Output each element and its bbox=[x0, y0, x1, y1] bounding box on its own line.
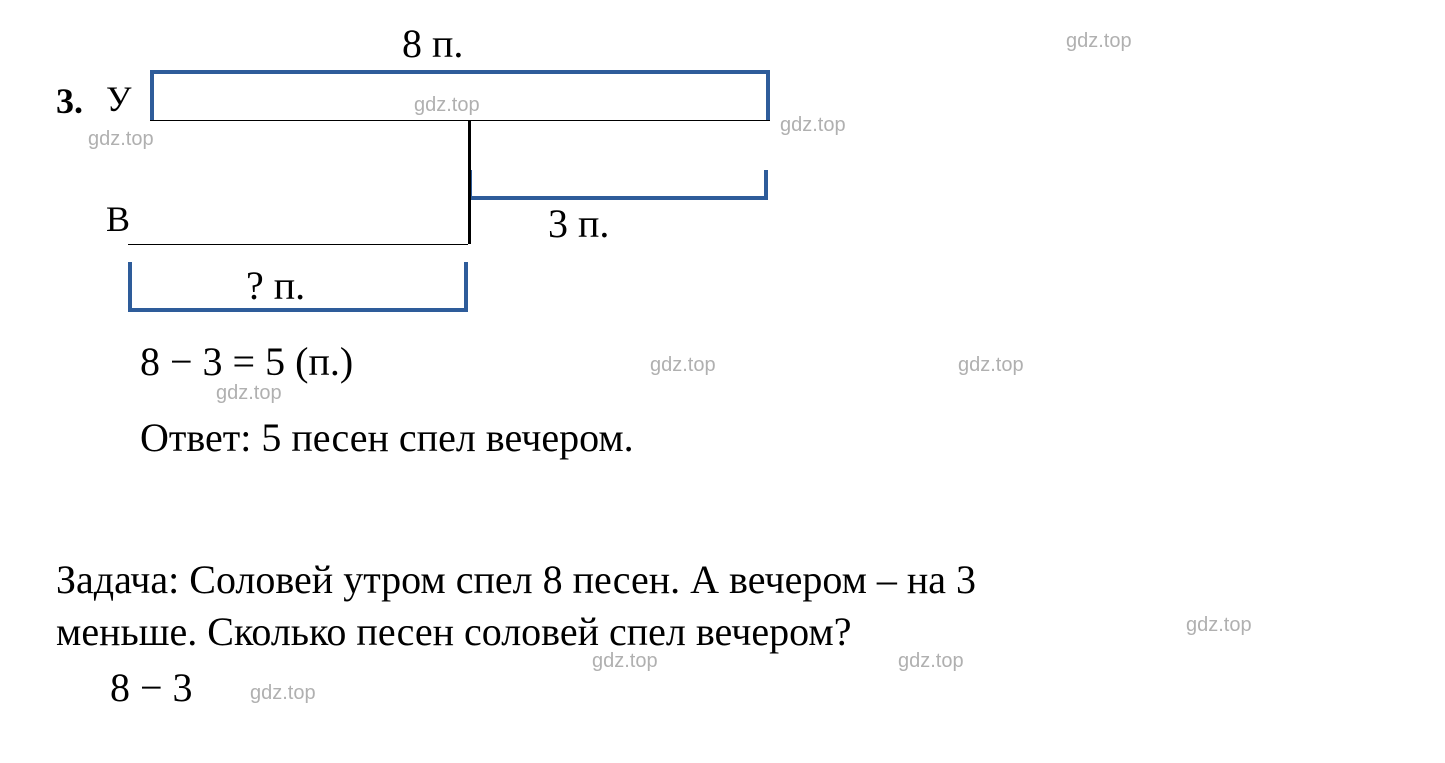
watermark: gdz.top bbox=[88, 128, 154, 151]
horizontal-line-top bbox=[150, 120, 770, 121]
bracket-bottom bbox=[128, 262, 468, 312]
bracket-top bbox=[150, 70, 770, 120]
task-line-1: Задача: Соловей утром спел 8 песен. А ве… bbox=[56, 556, 976, 603]
watermark: gdz.top bbox=[216, 382, 282, 405]
watermark: gdz.top bbox=[1066, 30, 1132, 53]
task-expression: 8 − 3 bbox=[110, 664, 193, 711]
watermark: gdz.top bbox=[958, 354, 1024, 377]
diagram-right-value: 3 п. bbox=[548, 200, 609, 247]
watermark: gdz.top bbox=[1186, 614, 1252, 637]
watermark: gdz.top bbox=[780, 114, 846, 137]
vertical-divider bbox=[468, 120, 471, 244]
answer-text: Ответ: 5 песен спел вечером. bbox=[140, 414, 634, 461]
label-evening: В bbox=[106, 198, 130, 240]
diagram-top-value: 8 п. bbox=[402, 20, 463, 67]
problem-number: 3. bbox=[56, 80, 83, 122]
watermark: gdz.top bbox=[898, 650, 964, 673]
equation-text: 8 − 3 = 5 (п.) bbox=[140, 338, 353, 385]
watermark: gdz.top bbox=[650, 354, 716, 377]
horizontal-line-bottom bbox=[128, 244, 468, 245]
label-morning: У bbox=[106, 78, 132, 120]
bracket-right-segment bbox=[468, 170, 768, 200]
task-line-2: меньше. Сколько песен соловей спел вечер… bbox=[56, 608, 851, 655]
watermark: gdz.top bbox=[250, 682, 316, 705]
